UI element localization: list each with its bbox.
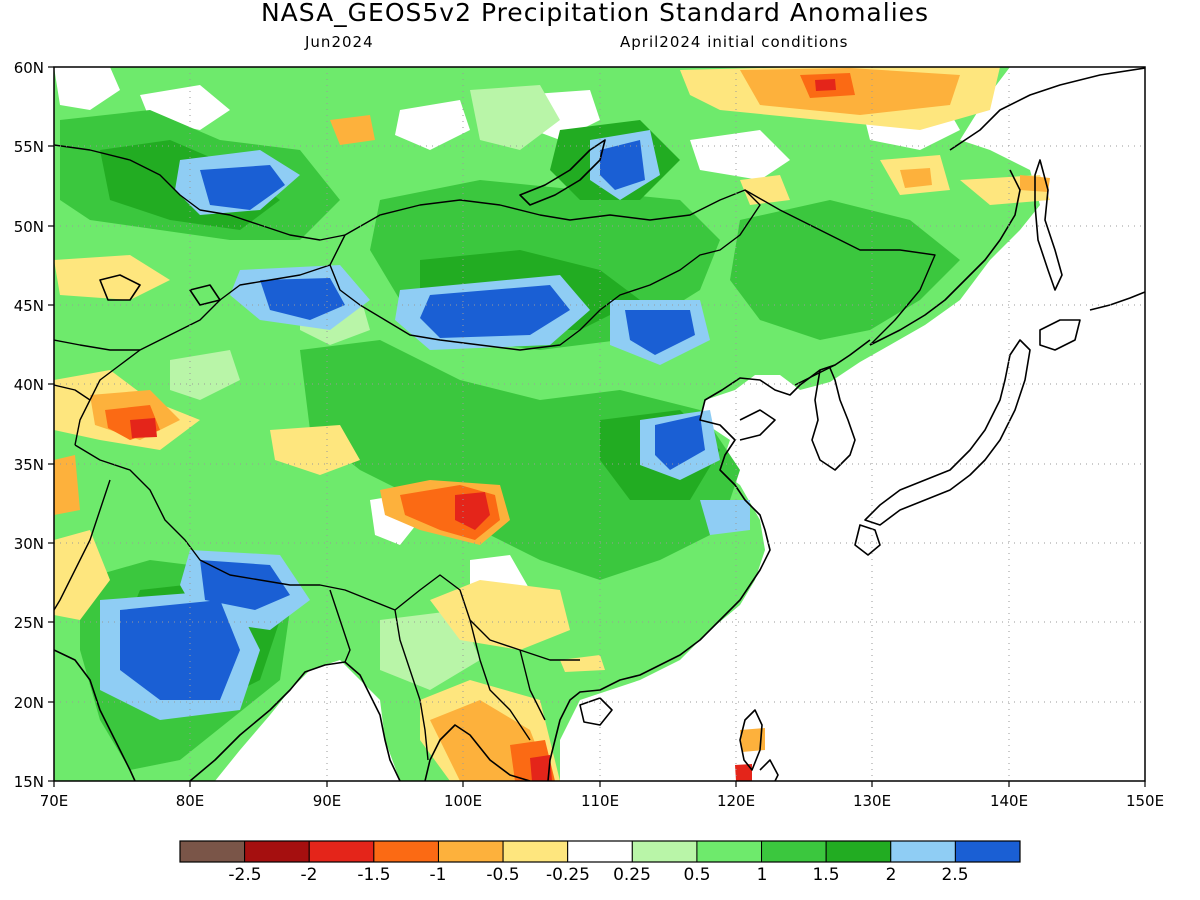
colorbar-label: 0.5 <box>683 865 710 885</box>
colorbar-label: -2.5 <box>228 865 261 885</box>
anomaly-light-green-1 <box>170 85 560 690</box>
initial-conditions-label: April2024 initial conditions <box>620 33 849 51</box>
colorbar-labels: -2.5 -2 -1.5 -1 -0.5 -0.25 0.25 0.5 1 1.… <box>228 865 968 885</box>
coastline-taiwan <box>739 709 763 771</box>
colorbar-label: 2 <box>886 865 897 885</box>
lon-tick-label: 120E <box>717 792 755 810</box>
coastline-korea <box>811 367 856 471</box>
lon-tick-label: 150E <box>1126 792 1164 810</box>
anomaly-green-15-manchuria <box>730 200 960 340</box>
border-india-pakistan <box>54 479 111 611</box>
border-indochina <box>469 619 546 741</box>
colorbar-label: 1.5 <box>812 865 839 885</box>
colorbar-frame <box>179 840 1021 863</box>
map-title: NASA_GEOS5v2 Precipitation Standard Anom… <box>260 0 930 27</box>
coastline-luzon <box>759 759 779 781</box>
border-central-asia <box>54 339 140 401</box>
boundary-layer <box>54 144 936 761</box>
colorbar-swatch <box>502 840 569 863</box>
coastline-layer <box>54 67 1145 781</box>
lat-tick-label: 60N <box>14 59 44 77</box>
coastline-china-east <box>547 339 871 781</box>
anomaly-green-15-china <box>300 340 740 580</box>
lon-tick-label: 70E <box>40 792 69 810</box>
colorbar-swatch <box>954 840 1021 863</box>
ocean-mask-east <box>560 67 1145 781</box>
lon-tick-label: 100E <box>444 792 482 810</box>
lon-tick-label: 110E <box>581 792 619 810</box>
lat-tick-label: 50N <box>14 218 44 236</box>
colorbar-label: -0.25 <box>546 865 590 885</box>
lat-tick-label: 40N <box>14 376 44 394</box>
gridlines <box>54 67 1145 781</box>
colorbar-swatch <box>244 840 310 863</box>
colorbar-swatch <box>761 840 827 863</box>
coastline-sakhalin <box>1034 159 1063 291</box>
coastline-japan-hokkaido <box>1039 319 1081 351</box>
border-mongolia <box>329 189 761 351</box>
colorbar-swatch <box>437 840 504 863</box>
border-himalaya <box>74 444 580 661</box>
colorbar-label: 2.5 <box>941 865 968 885</box>
axis-tick-marks <box>48 66 1146 787</box>
coastline-indochina <box>424 724 531 781</box>
border-korea-china <box>794 364 836 386</box>
border-china-northeast <box>744 189 936 346</box>
border-china-west <box>74 264 331 446</box>
colorbar-label: 1 <box>757 865 768 885</box>
lat-tick-labels: 60N 55N 50N 45N 40N 35N 30N 25N 20N 15N <box>14 59 44 791</box>
border-myanmar <box>329 589 429 761</box>
ocean-mask-bay-of-bengal <box>215 660 400 781</box>
anomaly-green-2-a <box>100 120 720 710</box>
lake-baikal <box>519 139 606 206</box>
lon-tick-labels: 70E 80E 90E 100E 110E 120E 130E 140E 150… <box>40 792 1164 810</box>
colorbar-label: -2 <box>301 865 318 885</box>
colorbar-swatch <box>696 840 763 863</box>
coastline-india <box>54 649 401 781</box>
colorbar-label: -0.5 <box>486 865 519 885</box>
lat-tick-label: 20N <box>14 694 44 712</box>
colorbar-swatch <box>308 840 375 863</box>
lon-tick-label: 130E <box>853 792 891 810</box>
coastline-russia-far-east <box>869 67 1145 346</box>
colorbar-label: 0.25 <box>613 865 651 885</box>
lat-tick-label: 30N <box>14 535 44 553</box>
colorbar-swatch <box>373 840 439 863</box>
coastline-hainan <box>579 697 613 726</box>
coastline-japan-honshu <box>864 339 1031 526</box>
colorbar-swatches <box>179 840 1021 863</box>
valid-month-label: Jun2024 <box>305 33 374 51</box>
lat-tick-label: 55N <box>14 138 44 156</box>
coastline-kuril <box>1089 291 1145 311</box>
white-patch-north <box>54 67 960 180</box>
colorbar-swatch <box>825 840 892 863</box>
coastline-shandong <box>739 409 776 441</box>
lat-tick-label: 15N <box>14 773 44 791</box>
lat-tick-label: 25N <box>14 614 44 632</box>
colorbar-label: -1 <box>430 865 447 885</box>
colorbar-swatch <box>890 840 956 863</box>
lon-tick-label: 90E <box>313 792 342 810</box>
lon-tick-label: 80E <box>176 792 205 810</box>
border-russia-kazakhstan <box>54 144 346 241</box>
lon-tick-label: 140E <box>990 792 1028 810</box>
colorbar-swatch <box>567 840 633 863</box>
colorbar-swatch <box>631 840 698 863</box>
lat-tick-label: 35N <box>14 456 44 474</box>
colorbar-label: -1.5 <box>357 865 390 885</box>
colorbar: -2.5 -2 -1.5 -1 -0.5 -0.25 0.25 0.5 1 1.… <box>179 840 1021 885</box>
colorbar-swatch <box>179 840 246 863</box>
lat-tick-label: 45N <box>14 297 44 315</box>
plot-area <box>54 67 1145 781</box>
